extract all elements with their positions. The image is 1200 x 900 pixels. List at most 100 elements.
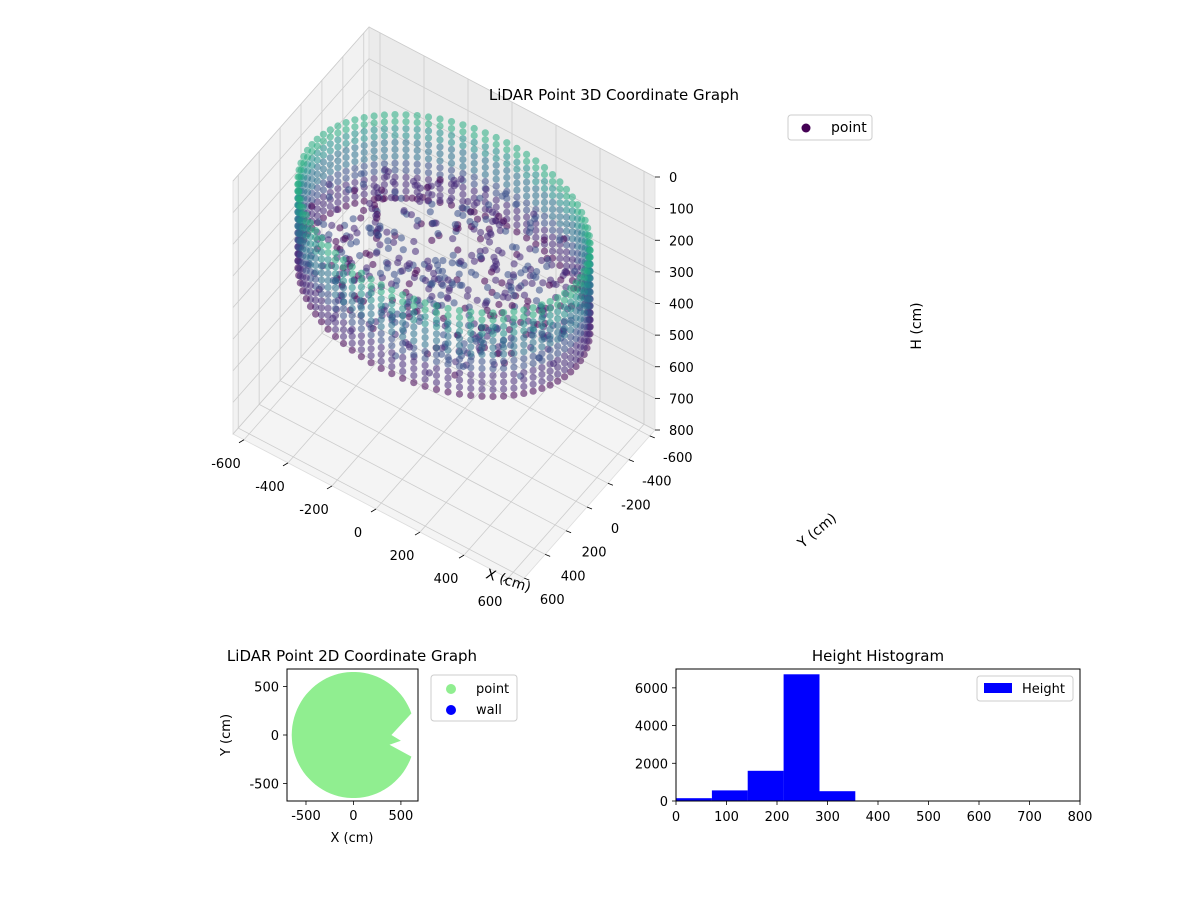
point-marker	[520, 362, 528, 370]
point-marker	[397, 234, 405, 242]
point-marker	[428, 279, 436, 287]
point-marker	[424, 134, 433, 142]
point-marker	[317, 269, 326, 277]
point-marker	[294, 180, 302, 188]
x-tick-label: 600	[967, 810, 992, 825]
point-marker	[348, 332, 356, 340]
point-marker	[410, 295, 418, 303]
point-marker	[436, 122, 444, 130]
point-marker	[339, 339, 348, 348]
point-marker	[562, 206, 571, 214]
point-marker	[436, 136, 444, 144]
point-marker	[376, 269, 385, 277]
point-marker	[428, 292, 436, 300]
x-tick-label: -200	[299, 503, 329, 518]
point-marker	[339, 263, 348, 271]
point-marker	[538, 322, 546, 330]
point-marker	[334, 178, 342, 186]
point-marker	[540, 236, 548, 244]
point-marker	[351, 199, 359, 207]
point-marker	[513, 186, 521, 194]
point-marker	[377, 336, 385, 345]
histogram-bar	[676, 798, 712, 801]
point-marker	[326, 175, 334, 183]
point-marker	[413, 153, 421, 161]
point-marker	[317, 290, 326, 298]
point-marker	[342, 160, 350, 168]
x-tick-label: 200	[390, 549, 415, 564]
x-tick-label: 800	[1068, 810, 1093, 825]
point-marker	[498, 192, 506, 200]
point-marker	[556, 254, 564, 262]
point-marker	[562, 241, 571, 249]
point-marker	[538, 377, 546, 386]
point-marker	[489, 372, 497, 380]
point-marker	[308, 202, 316, 210]
point-marker	[331, 298, 340, 306]
point-marker	[500, 385, 508, 393]
point-marker	[513, 228, 521, 236]
point-marker	[450, 176, 458, 184]
point-marker	[513, 151, 521, 159]
point-marker	[538, 350, 546, 358]
point-marker	[545, 281, 554, 289]
point-marker	[370, 112, 378, 120]
point-marker	[351, 137, 359, 145]
point-marker	[568, 242, 577, 250]
point-marker	[529, 387, 537, 395]
point-marker	[561, 317, 569, 325]
y-tick-label: 0	[660, 795, 668, 810]
point-marker	[380, 146, 388, 154]
point-marker	[360, 162, 368, 170]
point-marker	[374, 231, 382, 239]
point-marker	[586, 239, 594, 247]
point-marker	[513, 179, 521, 187]
point-marker	[455, 341, 464, 349]
legend-swatch-height	[984, 683, 1012, 693]
point-marker	[432, 378, 441, 387]
point-marker	[568, 228, 577, 236]
point-marker	[319, 144, 327, 152]
point-marker	[467, 308, 475, 316]
point-marker	[351, 192, 359, 200]
2d-chart-title: LiDAR Point 2D Coordinate Graph	[227, 647, 477, 665]
point-marker	[350, 187, 358, 195]
point-marker	[367, 303, 375, 311]
point-marker	[467, 350, 475, 358]
point-marker	[471, 220, 479, 228]
point-marker	[317, 304, 326, 312]
point-marker	[492, 140, 500, 149]
point-marker	[302, 225, 310, 233]
point-marker	[348, 311, 356, 319]
point-marker	[526, 224, 535, 232]
point-marker	[520, 389, 528, 397]
point-marker	[562, 199, 571, 207]
point-marker	[302, 253, 310, 261]
point-marker	[455, 362, 464, 370]
point-marker	[459, 149, 467, 157]
point-marker	[538, 256, 546, 265]
point-marker	[510, 356, 518, 364]
point-marker	[548, 191, 557, 200]
point-marker	[568, 235, 577, 243]
point-marker	[546, 325, 554, 333]
point-marker	[402, 111, 410, 119]
point-marker	[365, 224, 373, 232]
point-marker	[500, 371, 508, 379]
point-marker	[317, 276, 326, 284]
point-marker	[367, 338, 375, 346]
point-marker	[467, 391, 475, 400]
point-marker	[398, 267, 406, 275]
point-marker	[377, 350, 385, 358]
point-marker	[444, 374, 452, 382]
point-marker	[421, 382, 429, 390]
point-marker	[489, 358, 497, 366]
point-marker	[470, 257, 478, 265]
histogram-bars	[676, 674, 856, 801]
point-marker	[374, 194, 382, 202]
point-marker	[436, 129, 444, 137]
point-marker	[532, 240, 540, 248]
point-marker	[334, 171, 342, 179]
point-marker	[331, 291, 340, 299]
point-marker	[487, 268, 496, 276]
